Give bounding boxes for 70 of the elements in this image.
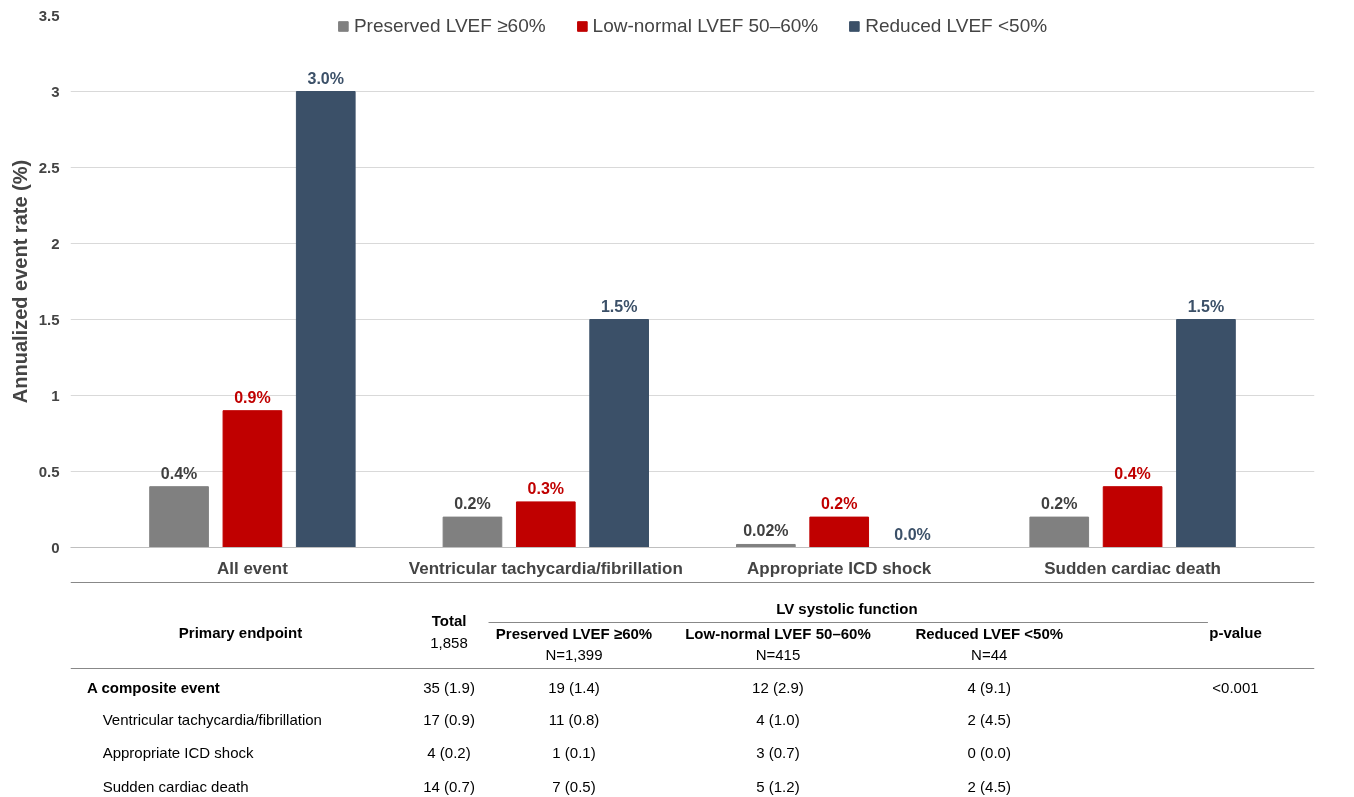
text: 12 (2.9) (752, 679, 804, 696)
legend-label: Reduced LVEF <50% (865, 15, 1048, 37)
text: <0.001 (1212, 679, 1259, 696)
bar (515, 501, 576, 548)
bar (149, 486, 209, 548)
legend-label: Preserved LVEF ≥60% (353, 15, 546, 37)
y-tick-label: 3 (51, 82, 60, 100)
data-label: 0.02% (743, 522, 789, 540)
text: N=415 (755, 646, 801, 663)
y-tick-label: 1.5 (38, 310, 60, 328)
text: 17 (0.9) (423, 711, 475, 728)
text: 11 (0.8) (548, 711, 600, 728)
x-tick-label: Ventricular tachycardia/fibrillation (408, 558, 683, 578)
data-label: 1.5% (600, 297, 638, 315)
data-label: 0.3% (527, 479, 565, 497)
text: 1,858 (430, 633, 468, 651)
y-tick-label: 1 (51, 386, 60, 404)
text: 19 (1.4) (548, 679, 600, 696)
x-tick-label: Appropriate ICD shock (747, 558, 932, 578)
data-label: 0.2% (454, 495, 491, 513)
text: 35 (1.9) (423, 679, 475, 696)
text: 14 (0.7) (423, 778, 475, 795)
text: 4 (0.2) (427, 744, 471, 761)
bar (1102, 486, 1163, 548)
data-label: 0.2% (1041, 495, 1078, 513)
data-label: 1.5% (1187, 297, 1225, 315)
data-label: 0.4% (1114, 464, 1151, 482)
bar (295, 91, 356, 548)
text: Low-normal LVEF 50–60% (685, 625, 871, 642)
text: Primary endpoint (178, 624, 303, 641)
bar (222, 410, 283, 548)
x-tick-label: All event (216, 558, 289, 578)
bar (1176, 319, 1236, 548)
bar (442, 516, 503, 548)
text: Reduced LVEF <50% (915, 625, 1064, 642)
y-tick-label: 2.5 (38, 158, 60, 176)
text: Sudden cardiac death (102, 778, 249, 795)
text: N=44 (971, 646, 1008, 663)
text: 3 (0.7) (756, 744, 800, 761)
text: 5 (1.2) (756, 778, 800, 795)
data-label: 0.4% (160, 464, 198, 482)
text: Total (431, 612, 467, 629)
x-tick-label: Sudden cardiac death (1044, 558, 1221, 578)
text: 2 (4.5) (967, 778, 1011, 795)
y-tick-label: 0 (51, 538, 60, 556)
y-axis-title: Annualized event rate (%) (8, 159, 31, 404)
text: Preserved LVEF ≥60% (495, 625, 653, 642)
y-tick-label: 3.5 (38, 6, 60, 24)
bar (589, 319, 649, 548)
data-label: 0.9% (234, 388, 271, 406)
text: 4 (1.0) (756, 711, 800, 728)
text: 1 (0.1) (552, 744, 596, 761)
legend-label: Low-normal LVEF 50–60% (592, 15, 819, 37)
data-label: 0.0% (894, 525, 931, 543)
y-tick-label: 2 (51, 234, 60, 252)
text: p-value (1209, 624, 1262, 641)
text: 7 (0.5) (552, 778, 596, 795)
text: N=1,399 (545, 646, 603, 663)
text: LV systolic function (776, 600, 918, 617)
bar (1029, 516, 1090, 548)
y-tick-label: 0.5 (38, 462, 60, 480)
text: A composite event (87, 679, 220, 696)
data-label: 3.0% (307, 69, 344, 87)
text: 4 (9.1) (967, 679, 1011, 696)
bar (809, 516, 870, 548)
text: Appropriate ICD shock (102, 744, 255, 761)
text: 0 (0.0) (967, 744, 1011, 761)
data-label: 0.2% (820, 495, 858, 513)
text: Ventricular tachycardia/fibrillation (102, 711, 322, 728)
text: 2 (4.5) (967, 711, 1011, 728)
